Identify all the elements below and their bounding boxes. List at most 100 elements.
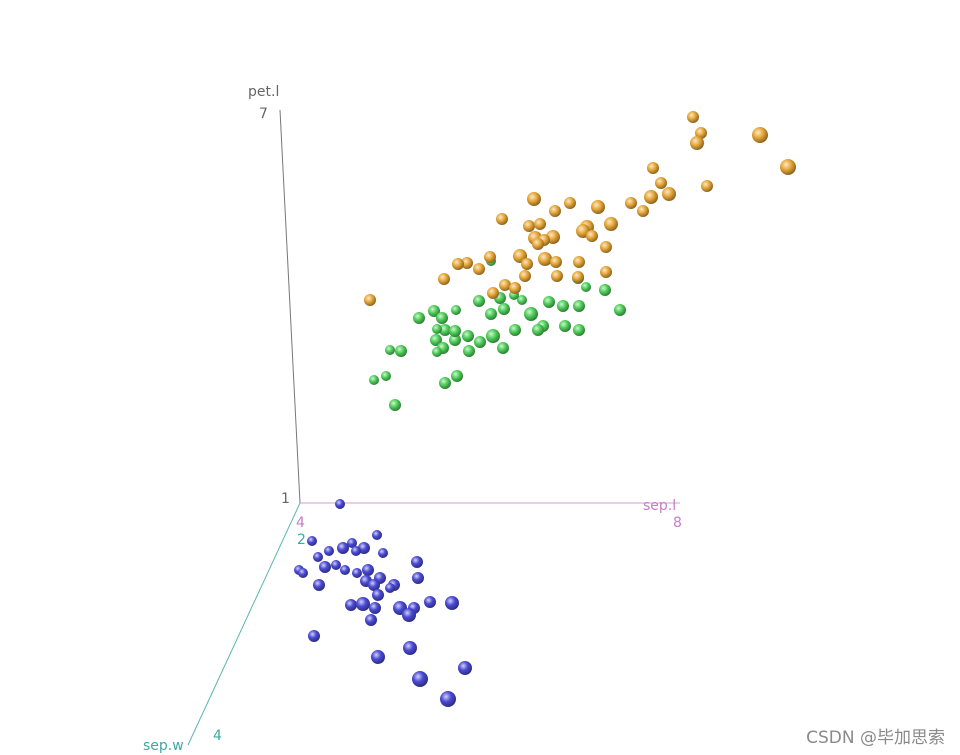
scatter-point bbox=[372, 589, 384, 601]
scatter-point bbox=[440, 691, 456, 707]
scatter-point bbox=[497, 342, 509, 354]
scatter-point bbox=[368, 579, 380, 591]
scatter-point bbox=[411, 556, 423, 568]
scatter-point bbox=[351, 546, 361, 556]
scatter-point bbox=[369, 602, 381, 614]
scatter-point bbox=[509, 324, 521, 336]
scatter-point bbox=[313, 552, 323, 562]
scatter-point bbox=[780, 159, 796, 175]
scatter-point bbox=[365, 614, 377, 626]
scatter-point bbox=[436, 312, 448, 324]
scatter-point bbox=[451, 305, 461, 315]
scatter-point bbox=[395, 345, 407, 357]
scatter-point bbox=[486, 329, 500, 343]
scatter-point bbox=[458, 661, 472, 675]
scatter-point bbox=[412, 572, 424, 584]
scatter-point bbox=[543, 296, 555, 308]
scatter-point bbox=[430, 334, 442, 346]
scatter-point bbox=[662, 187, 676, 201]
scatter-point bbox=[549, 205, 561, 217]
scatter-point bbox=[313, 579, 325, 591]
scatter-point bbox=[517, 295, 527, 305]
scatter-point bbox=[371, 650, 385, 664]
scatter-point bbox=[340, 565, 350, 575]
scatter-point bbox=[381, 371, 391, 381]
scatter-point bbox=[591, 200, 605, 214]
scatter-point bbox=[625, 197, 637, 209]
scatter-point bbox=[695, 127, 707, 139]
scatter-point bbox=[385, 583, 395, 593]
scatter-point bbox=[573, 324, 585, 336]
scatter-point bbox=[369, 375, 379, 385]
scatter-point bbox=[600, 266, 612, 278]
scatter-point bbox=[532, 324, 544, 336]
y-tick-label: 4 bbox=[213, 728, 222, 744]
x-tick-label: 8 bbox=[673, 515, 682, 531]
scatter-point bbox=[752, 127, 768, 143]
scatter-point bbox=[551, 270, 563, 282]
scatter-point bbox=[614, 304, 626, 316]
scatter-point bbox=[337, 542, 349, 554]
scatter-point bbox=[557, 300, 569, 312]
y-axis-line bbox=[187, 502, 301, 746]
scatter-point bbox=[604, 217, 618, 231]
scatter-point bbox=[519, 270, 531, 282]
scatter-point bbox=[521, 258, 533, 270]
z-tick-label: 7 bbox=[259, 106, 268, 122]
scatter-point bbox=[532, 238, 544, 250]
scatter-point bbox=[298, 568, 308, 578]
scatter-point bbox=[432, 347, 442, 357]
scatter-point bbox=[524, 307, 538, 321]
scatter-point bbox=[647, 162, 659, 174]
scatter-point bbox=[473, 263, 485, 275]
scatter-point bbox=[496, 213, 508, 225]
scatter-point bbox=[527, 192, 541, 206]
z-axis-label: pet.l bbox=[248, 84, 279, 100]
scatter-point bbox=[438, 273, 450, 285]
scatter-point bbox=[463, 345, 475, 357]
scatter-point bbox=[523, 220, 535, 232]
scatter-point bbox=[362, 564, 374, 576]
scatter-point bbox=[637, 205, 649, 217]
scatter-point bbox=[432, 324, 442, 334]
z-tick-label: 1 bbox=[281, 491, 290, 507]
scatter-point bbox=[559, 320, 571, 332]
scatter-point bbox=[581, 282, 591, 292]
scatter-point bbox=[439, 324, 451, 336]
scatter-point bbox=[690, 136, 704, 150]
scatter-point bbox=[428, 305, 440, 317]
scatter-point bbox=[413, 312, 425, 324]
scatter-point bbox=[487, 287, 499, 299]
scatter-point bbox=[445, 596, 459, 610]
x-tick-label: 4 bbox=[296, 515, 305, 531]
scatter-point bbox=[461, 257, 473, 269]
scatter-point bbox=[701, 180, 713, 192]
scatter-point bbox=[599, 284, 611, 296]
scatter-point bbox=[352, 568, 362, 578]
scatter-point bbox=[474, 336, 486, 348]
scatter-point bbox=[385, 345, 395, 355]
z-axis-line bbox=[279, 109, 301, 504]
scatter-point bbox=[644, 190, 658, 204]
x-axis-label: sep.l bbox=[643, 498, 676, 514]
scatter-point bbox=[572, 271, 584, 283]
scatter-point bbox=[452, 258, 464, 270]
scatter-point bbox=[364, 294, 376, 306]
scatter-point bbox=[484, 251, 496, 263]
scatter-point bbox=[449, 325, 461, 337]
scatter-point bbox=[324, 546, 334, 556]
scatter-point bbox=[534, 218, 546, 230]
scatter-point bbox=[586, 230, 598, 242]
scatter-point bbox=[356, 597, 370, 611]
y-axis-label: sep.w bbox=[143, 738, 184, 754]
scatter-point bbox=[345, 599, 357, 611]
y-tick-label: 2 bbox=[297, 532, 306, 548]
scatter-point bbox=[600, 241, 612, 253]
scatter-point bbox=[402, 608, 416, 622]
scatter-point bbox=[372, 530, 382, 540]
watermark-text: CSDN @毕加思索 bbox=[806, 728, 945, 748]
scatter-point bbox=[509, 282, 521, 294]
scatter-point bbox=[462, 330, 474, 342]
scatter-point bbox=[573, 256, 585, 268]
